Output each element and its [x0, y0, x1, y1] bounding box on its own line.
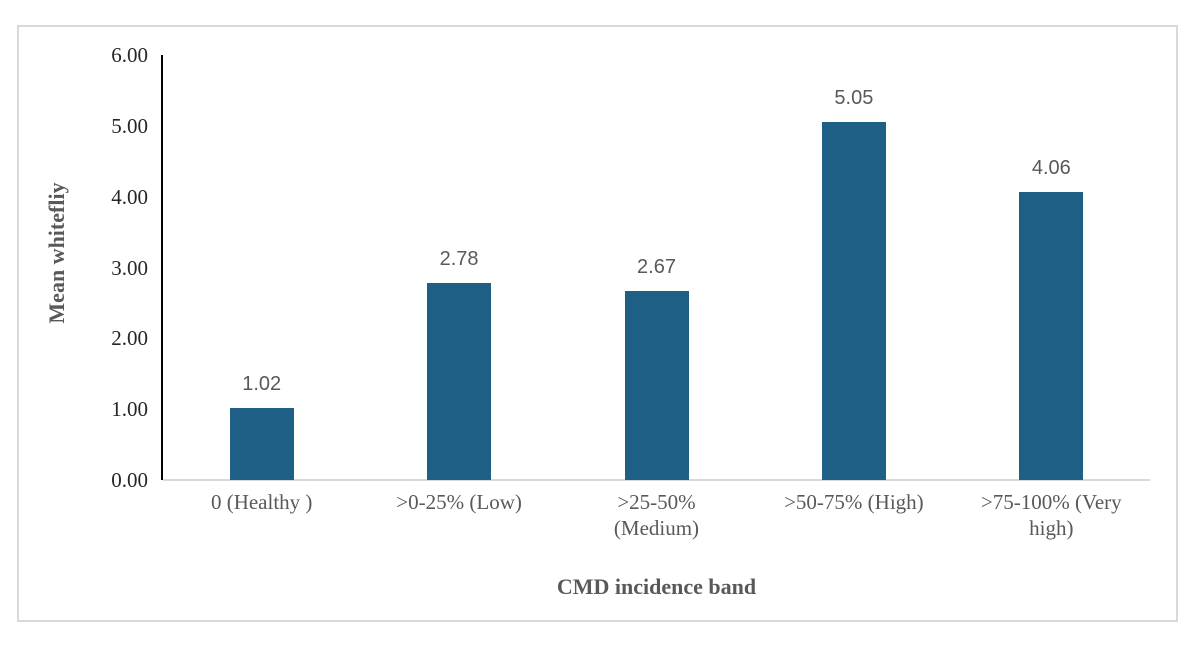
y-tick-label: 1.00 — [111, 397, 148, 422]
bar-value-label: 1.02 — [242, 372, 282, 395]
y-tick-label: 0.00 — [111, 468, 148, 492]
bar — [229, 407, 294, 480]
bar-value-label: 2.78 — [439, 248, 479, 271]
y-axis-line — [161, 55, 163, 480]
bar-value-label: 4.06 — [1031, 157, 1071, 180]
y-tick-label: 2.00 — [111, 326, 148, 351]
x-tick-label: >50-75% (High) — [784, 490, 924, 514]
y-tick-label: 6.00 — [111, 43, 148, 67]
bar — [1019, 192, 1084, 480]
y-tick-label: 5.00 — [111, 113, 148, 138]
x-tick-label: >25-50% (Medium) — [613, 490, 700, 540]
x-tick-label: >75-100% (Very high) — [980, 490, 1122, 540]
y-tick-label: 4.00 — [111, 184, 148, 209]
bar — [624, 290, 689, 480]
bar — [427, 283, 492, 480]
x-tick-label: >0-25% (Low) — [396, 490, 522, 514]
chart-frame — [17, 25, 1178, 622]
bar-value-label: 2.67 — [637, 255, 676, 278]
bar-value-label: 5.05 — [834, 87, 874, 110]
x-axis-baseline — [163, 479, 1150, 481]
y-tick-label: 3.00 — [111, 255, 148, 280]
bar — [821, 122, 886, 480]
x-tick-label: 0 (Healthy ) — [210, 490, 313, 514]
x-axis-title: CMD incidence band — [556, 574, 757, 599]
